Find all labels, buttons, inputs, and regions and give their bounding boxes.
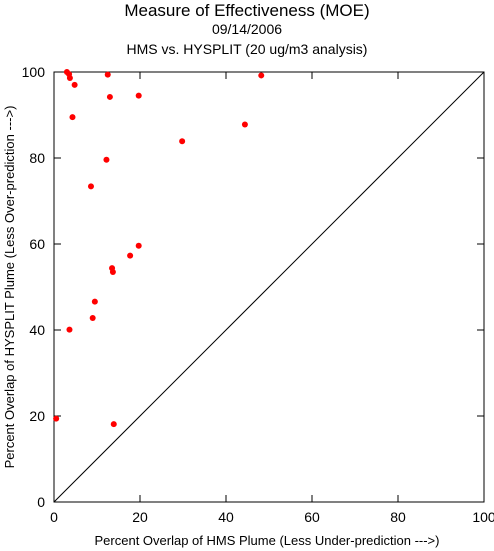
data-point xyxy=(106,93,113,100)
x-tick-label: 100 xyxy=(472,509,494,525)
data-point xyxy=(258,72,265,79)
x-axis: 0 20 40 60 80 100 xyxy=(50,72,494,525)
x-tick-label: 20 xyxy=(132,509,148,525)
plot-frame xyxy=(53,71,485,503)
x-axis-label: Percent Overlap of HMS Plume (Less Under… xyxy=(95,533,440,548)
data-point xyxy=(135,242,142,249)
chart-title: Measure of Effectiveness (MOE) xyxy=(124,1,370,20)
y-axis: 0 20 40 60 80 100 xyxy=(22,64,484,510)
data-point xyxy=(179,138,186,145)
data-point xyxy=(87,183,94,190)
data-point xyxy=(89,314,96,321)
y-tick-label: 0 xyxy=(37,494,45,510)
data-point xyxy=(103,156,110,163)
x-tick-label: 40 xyxy=(218,509,234,525)
data-point xyxy=(66,75,73,82)
data-point xyxy=(241,121,248,128)
chart-subtitle: HMS vs. HYSPLIT (20 ug/m3 analysis) xyxy=(126,41,368,57)
y-axis-label: Percent Overlap of HYSPLIT Plume (Less O… xyxy=(2,106,17,469)
data-point xyxy=(109,268,116,275)
y-tick-label: 20 xyxy=(29,408,45,424)
data-point xyxy=(110,421,117,428)
chart-date: 09/14/2006 xyxy=(211,21,283,37)
data-point xyxy=(91,298,98,305)
y-tick-label: 80 xyxy=(29,150,45,166)
y-tick-label: 40 xyxy=(29,322,45,338)
x-tick-label: 0 xyxy=(50,509,58,525)
reference-diagonal xyxy=(53,71,485,503)
data-point xyxy=(53,415,60,422)
data-point xyxy=(71,81,78,88)
data-point xyxy=(127,252,134,259)
x-tick-label: 60 xyxy=(304,509,320,525)
data-points xyxy=(53,69,265,428)
y-tick-label: 60 xyxy=(29,236,45,252)
y-tick-label: 100 xyxy=(22,64,46,80)
data-point xyxy=(69,114,76,121)
x-tick-label: 80 xyxy=(390,509,406,525)
data-point xyxy=(104,71,111,78)
data-point xyxy=(66,326,73,333)
data-point xyxy=(135,92,142,99)
